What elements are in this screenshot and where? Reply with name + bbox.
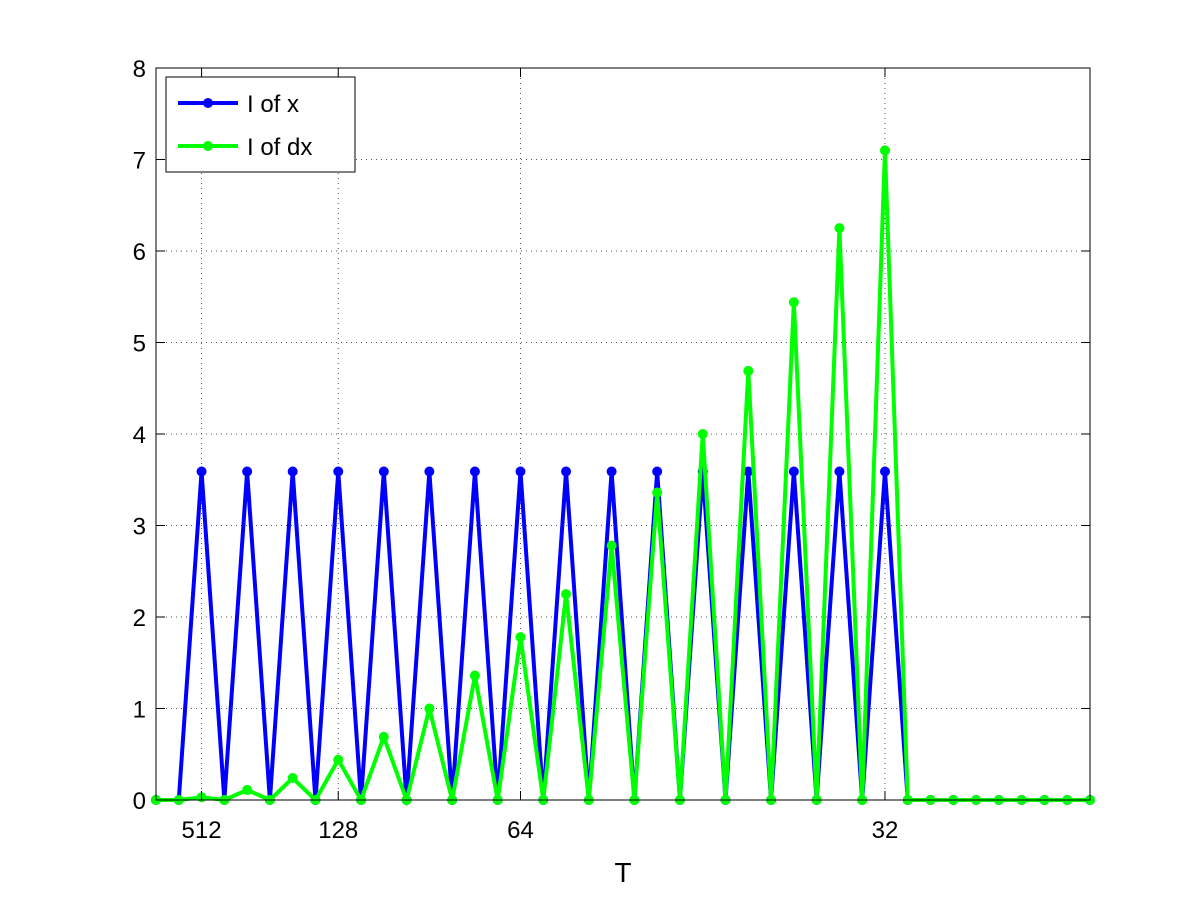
data-point-i-of-x xyxy=(378,466,389,477)
y-tick-label: 5 xyxy=(133,331,146,358)
data-point-i-of-dx xyxy=(652,487,663,498)
legend-box xyxy=(165,76,356,173)
legend: I of x I of dx xyxy=(165,76,356,173)
x-tick-label: 32 xyxy=(872,817,899,844)
data-point-i-of-dx xyxy=(879,145,890,156)
data-point-i-of-x xyxy=(333,466,344,477)
data-point-i-of-x xyxy=(834,466,845,477)
x-tick-label: 128 xyxy=(318,817,358,844)
data-point-i-of-x xyxy=(561,466,572,477)
legend-marker-i-of-x xyxy=(203,98,213,108)
data-point-i-of-dx xyxy=(788,297,799,308)
y-tick-label: 0 xyxy=(133,788,146,815)
data-point-i-of-dx xyxy=(743,365,754,376)
data-point-i-of-dx xyxy=(424,703,435,714)
data-point-i-of-dx xyxy=(242,784,253,795)
data-point-i-of-dx xyxy=(561,589,572,600)
y-tick-label: 6 xyxy=(133,239,146,266)
data-point-i-of-x xyxy=(606,466,617,477)
data-point-i-of-x xyxy=(424,466,435,477)
data-point-i-of-x xyxy=(743,466,754,477)
data-point-i-of-dx xyxy=(378,731,389,742)
data-point-i-of-dx xyxy=(606,540,617,551)
data-point-i-of-x xyxy=(469,466,480,477)
data-point-i-of-dx xyxy=(515,632,526,643)
data-point-i-of-dx xyxy=(333,754,344,765)
ticks: 0 1 2 3 4 5 6 7 8 512 128 64 32 xyxy=(133,56,1090,844)
data-point-i-of-x xyxy=(879,466,890,477)
x-tick-label: 64 xyxy=(507,817,534,844)
data-point-i-of-x xyxy=(788,466,799,477)
legend-label-i-of-x: I of x xyxy=(247,91,299,118)
legend-label-i-of-dx: I of dx xyxy=(247,134,312,161)
data-point-i-of-dx xyxy=(469,670,480,681)
y-tick-label: 7 xyxy=(133,148,146,175)
x-axis-label: T xyxy=(614,857,631,888)
y-tick-label: 8 xyxy=(133,56,146,83)
data-point-i-of-x xyxy=(242,466,253,477)
y-tick-label: 1 xyxy=(133,697,146,724)
x-tick-label: 512 xyxy=(182,817,222,844)
data-point-i-of-x xyxy=(652,466,663,477)
data-point-i-of-dx xyxy=(287,773,298,784)
y-tick-label: 3 xyxy=(133,514,146,541)
legend-marker-i-of-dx xyxy=(203,141,213,151)
data-point-i-of-x xyxy=(196,466,207,477)
data-point-i-of-dx xyxy=(697,429,708,439)
data-point-i-of-dx xyxy=(834,223,845,234)
y-tick-label: 4 xyxy=(133,422,146,449)
data-point-i-of-x xyxy=(287,466,298,477)
data-point-i-of-x xyxy=(515,466,526,477)
y-tick-label: 2 xyxy=(133,605,146,632)
